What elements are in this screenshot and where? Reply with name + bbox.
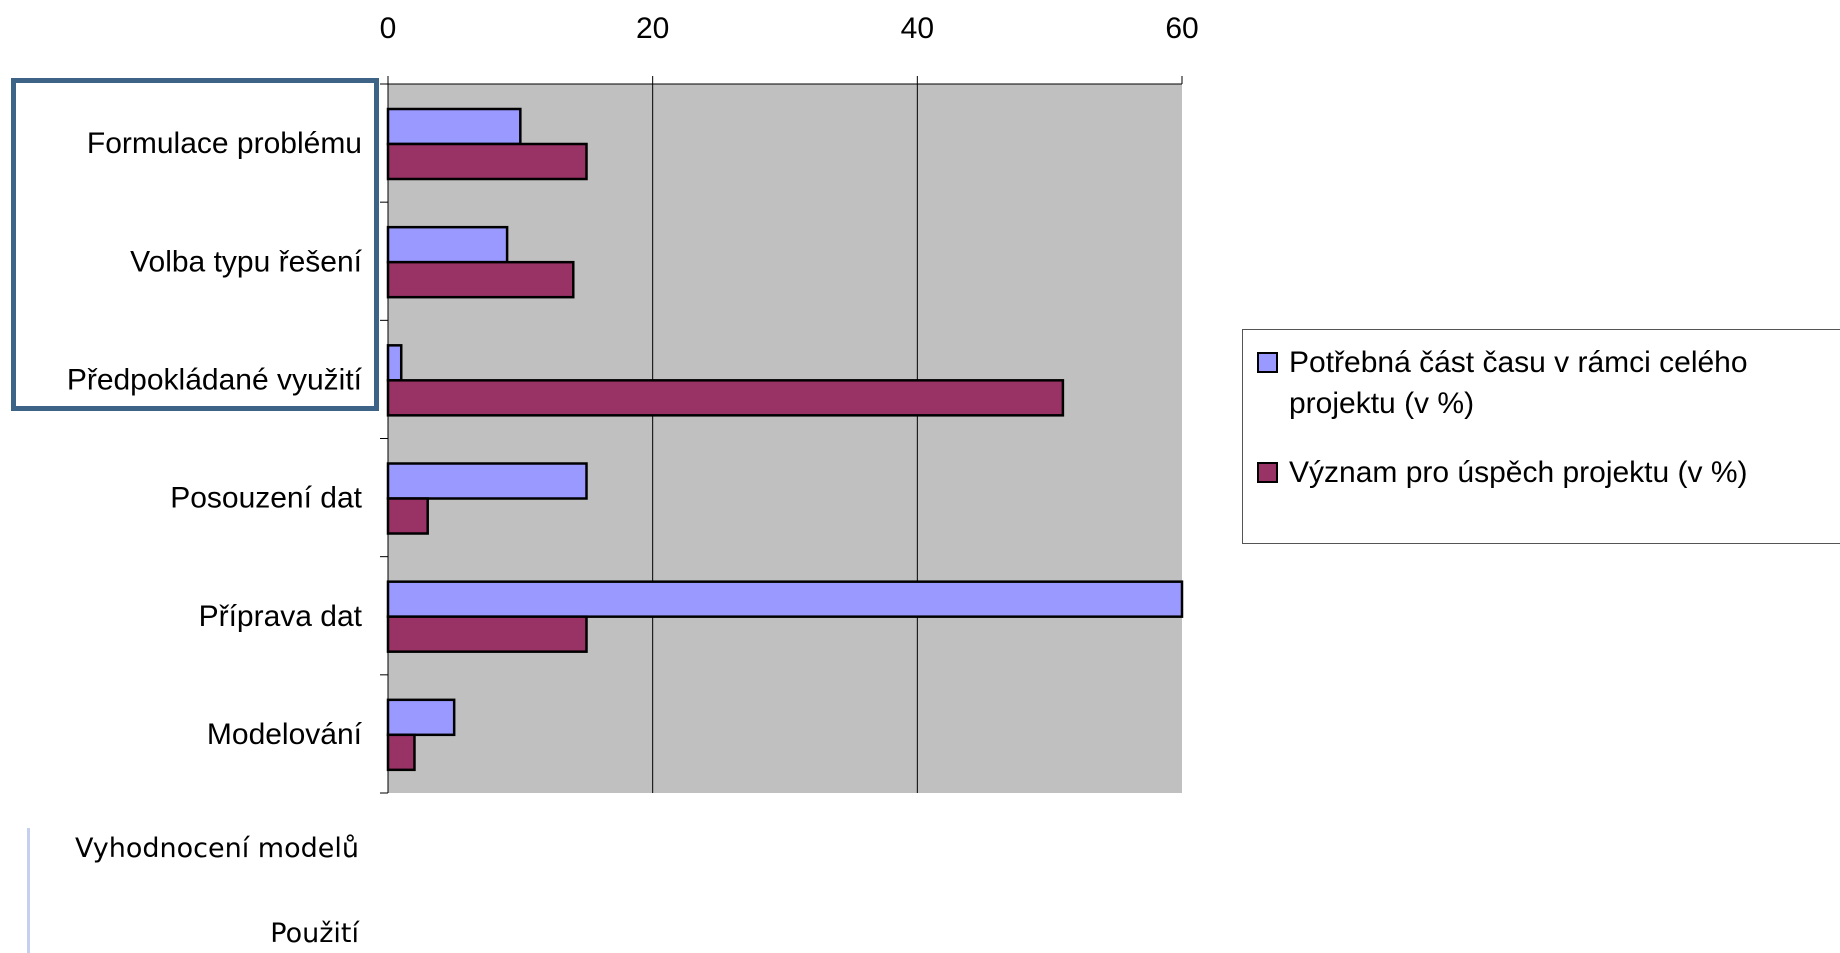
legend-label-importance: Význam pro úspěch projektu (v %) — [1289, 456, 1748, 489]
bar-importance-2 — [386, 379, 1065, 417]
x-tick-label-0: 0 — [380, 12, 397, 45]
category-label-5: Modelování — [207, 718, 363, 751]
category-label-4: Příprava dat — [199, 600, 363, 633]
bar-importance-5 — [386, 733, 416, 772]
legend-swatch-importance — [1257, 462, 1278, 483]
legend-label-time-share: Potřebná část času v rámci celého projek… — [1289, 346, 1748, 420]
bar-time-share-2 — [386, 344, 403, 382]
plot-area — [388, 84, 1182, 793]
x-tick-label-40: 40 — [901, 12, 934, 45]
x-tick-labels: 0 20 40 60 — [380, 12, 1199, 45]
category-highlight-box — [11, 78, 379, 411]
bar-time-share-5 — [386, 698, 456, 737]
bar-importance-3 — [386, 497, 429, 535]
x-tick-label-60: 60 — [1165, 12, 1198, 45]
extra-labels-rule — [27, 828, 30, 953]
category-label-1: Volba typu řešení — [130, 245, 362, 278]
grid-lines — [652, 84, 918, 793]
legend-item-time-share: Potřebná část času v rámci celého projek… — [1257, 342, 1840, 424]
bar-importance-1 — [386, 260, 575, 299]
category-label-0: Formulace problému — [87, 127, 362, 160]
bar-importance-4 — [386, 615, 588, 653]
axes — [380, 76, 1183, 794]
category-label-2: Předpokládané využití — [67, 363, 363, 396]
bar-time-share-1 — [386, 225, 509, 264]
bar-time-share-3 — [386, 462, 588, 500]
bar-time-share-0 — [386, 107, 522, 146]
legend: Potřebná část času v rámci celého projek… — [1242, 329, 1840, 544]
bar-importance-0 — [386, 142, 588, 181]
legend-item-importance: Význam pro úspěch projektu (v %) — [1257, 452, 1840, 493]
extra-label-vyhodnoceni: Vyhodnocení modelů — [75, 833, 359, 864]
category-label-3: Posouzení dat — [170, 482, 362, 515]
legend-swatch-time-share — [1257, 352, 1278, 373]
category-labels: Formulace problému Volba typu řešení Předp… — [67, 127, 363, 751]
bar-time-share-4 — [386, 580, 1184, 618]
x-tick-label-20: 20 — [636, 12, 669, 45]
extra-label-pouziti: Použití — [270, 918, 359, 949]
